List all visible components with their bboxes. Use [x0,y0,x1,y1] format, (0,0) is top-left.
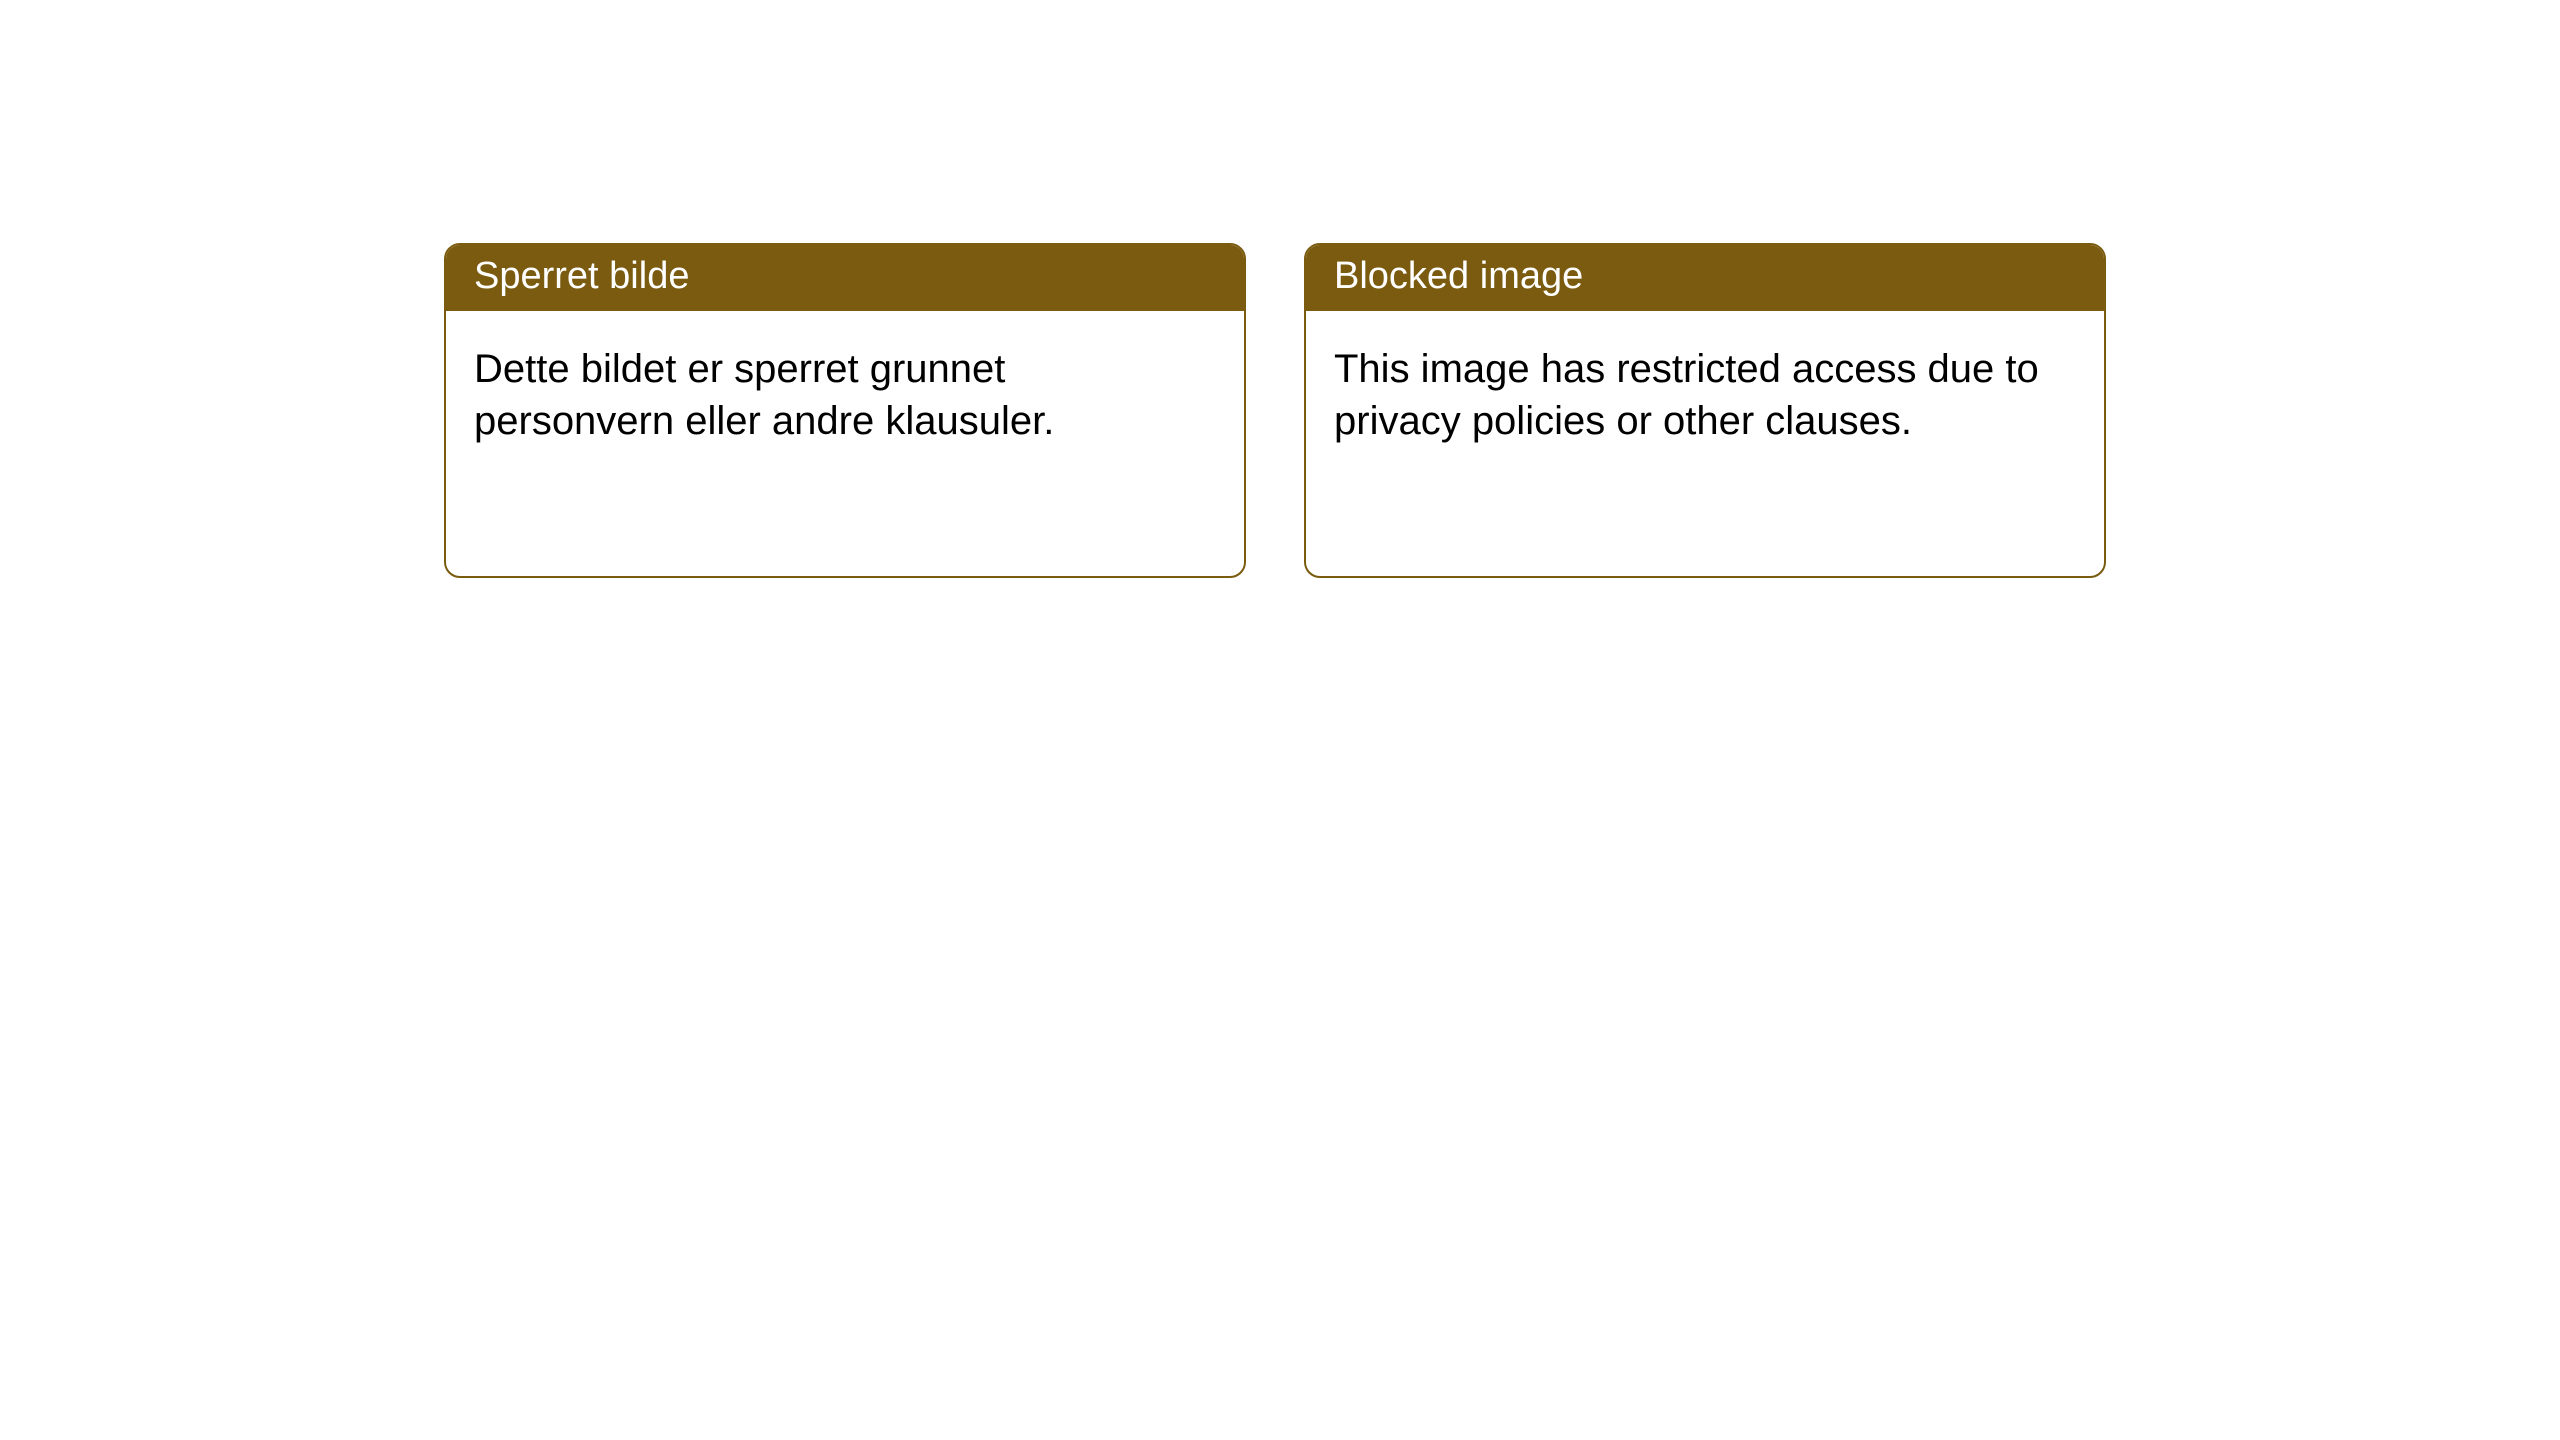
notice-cards-container: Sperret bilde Dette bildet er sperret gr… [444,243,2560,578]
notice-card-english: Blocked image This image has restricted … [1304,243,2106,578]
card-title: Sperret bilde [474,255,689,297]
card-header: Blocked image [1306,245,2104,311]
notice-card-norwegian: Sperret bilde Dette bildet er sperret gr… [444,243,1246,578]
card-body: This image has restricted access due to … [1306,311,2104,479]
card-body: Dette bildet er sperret grunnet personve… [446,311,1244,479]
card-message: Dette bildet er sperret grunnet personve… [474,347,1054,443]
card-title: Blocked image [1334,255,1583,297]
card-message: This image has restricted access due to … [1334,347,2039,443]
card-header: Sperret bilde [446,245,1244,311]
